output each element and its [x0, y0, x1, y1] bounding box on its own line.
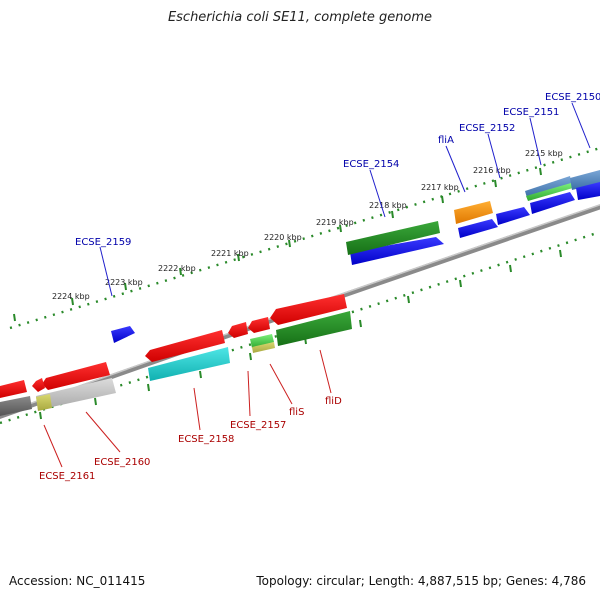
gene-ECSE_2158[interactable] [145, 330, 225, 362]
gene-label: fliA [438, 135, 454, 146]
gene-arrow-blue[interactable] [458, 219, 498, 238]
inner-tick-row [0, 230, 600, 425]
gene-arrow-blue-right[interactable] [576, 182, 600, 200]
gene-arrow-blue[interactable] [530, 192, 575, 214]
gene-label: ECSE_2152 [459, 123, 515, 134]
gene-label: ECSE_2160 [94, 457, 150, 468]
gene-ECSE_2159[interactable] [111, 326, 135, 343]
gene-ECSE_2161-olive[interactable] [36, 394, 52, 411]
bottom-leader-lines [43, 349, 332, 468]
gene-label: fliD [325, 396, 342, 407]
gene-label: ECSE_2157 [230, 420, 286, 431]
gene-label: ECSE_2150 [545, 92, 600, 103]
gene-label: ECSE_2158 [178, 434, 234, 445]
bottom-gene-labels: fliD fliS ECSE_2157 ECSE_2158 ECSE_2160 … [39, 396, 342, 482]
gene-arrow-blue[interactable] [496, 207, 530, 225]
accession-text: Accession: NC_011415 [9, 574, 146, 588]
gene-fliD[interactable] [270, 294, 347, 325]
gene-red-tiny[interactable] [32, 378, 45, 392]
gene-label: ECSE_2159 [75, 237, 131, 248]
top-gene-labels: ECSE_2150 ECSE_2151 ECSE_2152 fliA ECSE_… [75, 92, 600, 248]
gene-ECSE_2161-dark[interactable] [0, 396, 32, 416]
gene-ECSE_2157-lime[interactable] [250, 334, 274, 348]
gene-lime[interactable] [526, 183, 573, 201]
gene-ECSE_2158-cyan[interactable] [148, 347, 230, 381]
gene-red-small[interactable] [228, 322, 248, 338]
gene-fliA-orange[interactable] [454, 201, 493, 224]
kbp-label: 2217 kbp [421, 183, 459, 192]
gene-label: ECSE_2161 [39, 471, 95, 482]
gene-arrow-ECSE_2154[interactable] [350, 237, 444, 265]
kbp-label: 2224 kbp [52, 292, 90, 301]
gene-label: ECSE_2151 [503, 107, 559, 118]
kbp-label: 2218 kbp [369, 201, 407, 210]
gene-steel-right[interactable] [570, 170, 600, 190]
kbp-label: 2220 kbp [264, 233, 302, 242]
gene-ECSE_2157-olive[interactable] [252, 342, 275, 353]
kbp-label: 2215 kbp [525, 149, 563, 158]
gene-label: fliS [289, 407, 304, 418]
kbp-labels: 2215 kbp 2216 kbp 2217 kbp 2218 kbp 2219… [52, 149, 563, 301]
kbp-label: 2221 kbp [211, 249, 249, 258]
kbp-label: 2216 kbp [473, 166, 511, 175]
top-leader-lines [99, 102, 591, 297]
genome-summary: Topology: circular; Length: 4,887,515 bp… [256, 574, 586, 588]
gene-ECSE_2161-red[interactable] [0, 380, 27, 398]
minus-strand-features [0, 294, 352, 416]
major-ticks [13, 167, 562, 420]
rna-ECSE_2154-green[interactable] [346, 221, 440, 255]
gene-ECSE_2160[interactable] [42, 362, 110, 390]
kbp-label: 2219 kbp [316, 218, 354, 227]
plus-strand-features [111, 170, 600, 343]
gene-fliS[interactable] [248, 317, 270, 333]
map-title: Escherichia coli SE11, complete genome [167, 10, 433, 25]
gene-label: ECSE_2154 [343, 159, 399, 170]
gene-ECSE_2160-grey[interactable] [36, 378, 116, 410]
gene-steel[interactable] [525, 176, 572, 198]
kbp-label: 2223 kbp [105, 278, 143, 287]
kbp-label: 2222 kbp [158, 264, 196, 273]
gene-fliD-green[interactable] [276, 311, 352, 346]
